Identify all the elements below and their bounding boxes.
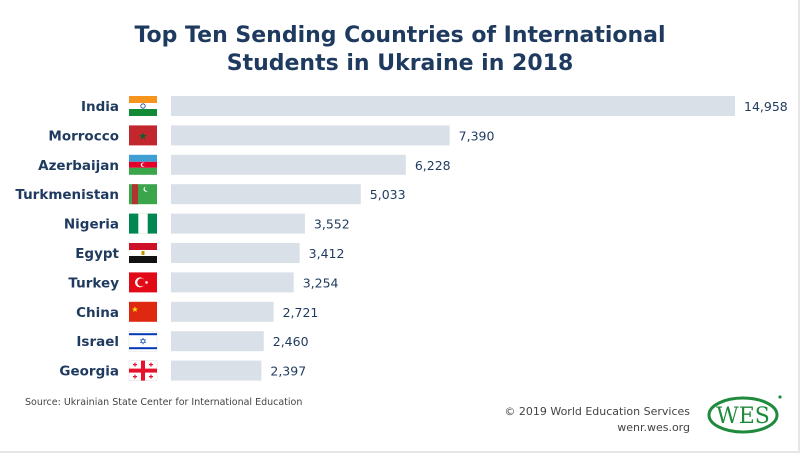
category-label: Morrocco <box>48 128 119 144</box>
morocco-flag-icon: ★ <box>129 125 157 146</box>
turkmenistan-flag-icon <box>129 184 157 205</box>
category-label: Azerbaijan <box>38 158 119 174</box>
israel-flag-icon: ✡ <box>128 330 158 352</box>
india-flag-icon <box>129 96 157 116</box>
svg-text:★: ★ <box>131 305 138 314</box>
bar <box>171 96 735 116</box>
category-label: Egypt <box>75 246 119 262</box>
category-label: China <box>76 305 119 321</box>
chart-title-line1: Top Ten Sending Countries of Internation… <box>134 23 666 48</box>
bar <box>171 154 406 175</box>
svg-text:WES: WES <box>716 404 770 429</box>
bar <box>171 301 274 322</box>
svg-text:★: ★ <box>139 131 148 142</box>
svg-text:✡: ✡ <box>139 338 147 348</box>
category-label: India <box>81 99 119 115</box>
copyright-text: © 2019 World Education Services <box>504 405 690 418</box>
egypt-flag-icon <box>129 243 157 263</box>
category-label: Turkmenistan <box>15 187 119 203</box>
website-link: wenr.wes.org <box>617 421 690 434</box>
value-label: 14,958 <box>744 99 788 114</box>
value-label: 7,390 <box>459 128 495 143</box>
copyright-block: © 2019 World Education Services wenr.wes… <box>504 404 690 436</box>
category-label: Nigeria <box>64 217 119 233</box>
bar <box>171 184 361 205</box>
value-label: 2,721 <box>283 305 319 320</box>
value-label: 3,412 <box>309 246 345 261</box>
category-label: Turkey <box>68 275 119 291</box>
nigeria-flag-icon <box>129 213 157 234</box>
category-label: Israel <box>76 334 119 350</box>
value-label: 3,552 <box>314 217 350 232</box>
bar <box>171 213 305 234</box>
value-label: 6,228 <box>415 158 451 173</box>
value-label: 2,397 <box>270 364 306 379</box>
category-label: Georgia <box>59 364 119 380</box>
wes-logo: WES <box>707 395 782 434</box>
turkey-flag-icon <box>129 272 157 293</box>
bar <box>171 272 294 293</box>
value-label: 2,460 <box>273 334 309 349</box>
azerbaijan-flag-icon <box>129 154 157 175</box>
bar <box>171 125 450 146</box>
chart-title: Top Ten Sending Countries of Internation… <box>0 22 798 78</box>
value-label: 3,254 <box>303 275 339 290</box>
source-note: Source: Ukrainian State Center for Inter… <box>25 397 303 408</box>
bar <box>171 243 300 263</box>
value-label: 5,033 <box>370 187 406 202</box>
chart-title-line2: Students in Ukraine in 2018 <box>226 51 574 76</box>
china-flag-icon: ★ <box>129 301 157 322</box>
georgia-flag-icon <box>128 360 158 381</box>
bar <box>171 331 264 352</box>
bar <box>171 360 262 381</box>
